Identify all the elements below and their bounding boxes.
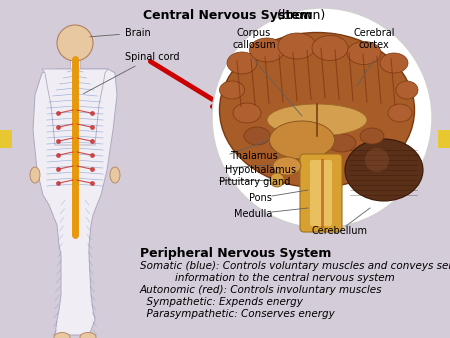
Ellipse shape [360, 128, 384, 144]
Ellipse shape [278, 33, 316, 59]
Text: Pituitary gland: Pituitary gland [219, 177, 290, 187]
FancyBboxPatch shape [70, 59, 80, 69]
Text: Peripheral Nervous System: Peripheral Nervous System [140, 247, 331, 260]
Text: Spinal cord: Spinal cord [83, 52, 180, 94]
Text: Brain: Brain [90, 28, 151, 38]
Circle shape [57, 25, 93, 61]
FancyBboxPatch shape [310, 160, 332, 226]
Ellipse shape [220, 32, 414, 188]
Ellipse shape [270, 134, 298, 152]
Polygon shape [42, 69, 108, 145]
Ellipse shape [347, 42, 381, 65]
Text: Corpus
callosum: Corpus callosum [232, 28, 276, 50]
Ellipse shape [220, 81, 244, 99]
Ellipse shape [54, 333, 70, 338]
Ellipse shape [345, 139, 423, 201]
Text: (brown): (brown) [273, 9, 325, 22]
Text: Medulla: Medulla [234, 209, 272, 219]
Ellipse shape [30, 167, 40, 183]
Polygon shape [33, 69, 117, 335]
Ellipse shape [244, 127, 270, 145]
Ellipse shape [396, 81, 418, 99]
Text: Thalamus: Thalamus [230, 151, 278, 161]
FancyBboxPatch shape [300, 154, 342, 232]
Ellipse shape [273, 157, 301, 175]
Text: Autonomic (red): Controls involuntary muscles: Autonomic (red): Controls involuntary mu… [140, 285, 382, 295]
Ellipse shape [270, 121, 334, 159]
Text: Sympathetic: Expends energy: Sympathetic: Expends energy [140, 297, 303, 307]
Ellipse shape [233, 103, 261, 123]
Circle shape [365, 148, 389, 172]
Ellipse shape [267, 104, 367, 136]
Text: Central Nervous System: Central Nervous System [143, 9, 313, 22]
FancyBboxPatch shape [0, 130, 12, 148]
Text: Somatic (blue): Controls voluntary muscles and conveys sensory: Somatic (blue): Controls voluntary muscl… [140, 261, 450, 271]
Ellipse shape [227, 52, 257, 74]
Text: Hypothalamus: Hypothalamus [225, 165, 296, 175]
Text: Parasympathetic: Conserves energy: Parasympathetic: Conserves energy [140, 309, 335, 319]
Ellipse shape [110, 167, 120, 183]
Circle shape [270, 173, 284, 187]
Text: Pons: Pons [249, 193, 272, 203]
Ellipse shape [380, 53, 408, 73]
Ellipse shape [297, 137, 327, 155]
Ellipse shape [249, 38, 284, 62]
Text: information to the central nervous system: information to the central nervous syste… [175, 273, 395, 283]
Ellipse shape [80, 333, 96, 338]
Text: Cerebral
cortex: Cerebral cortex [353, 28, 395, 50]
Text: Cerebellum: Cerebellum [312, 226, 368, 236]
Circle shape [212, 8, 432, 228]
FancyBboxPatch shape [438, 130, 450, 148]
Ellipse shape [328, 134, 356, 152]
Ellipse shape [388, 104, 412, 122]
Ellipse shape [312, 35, 348, 61]
